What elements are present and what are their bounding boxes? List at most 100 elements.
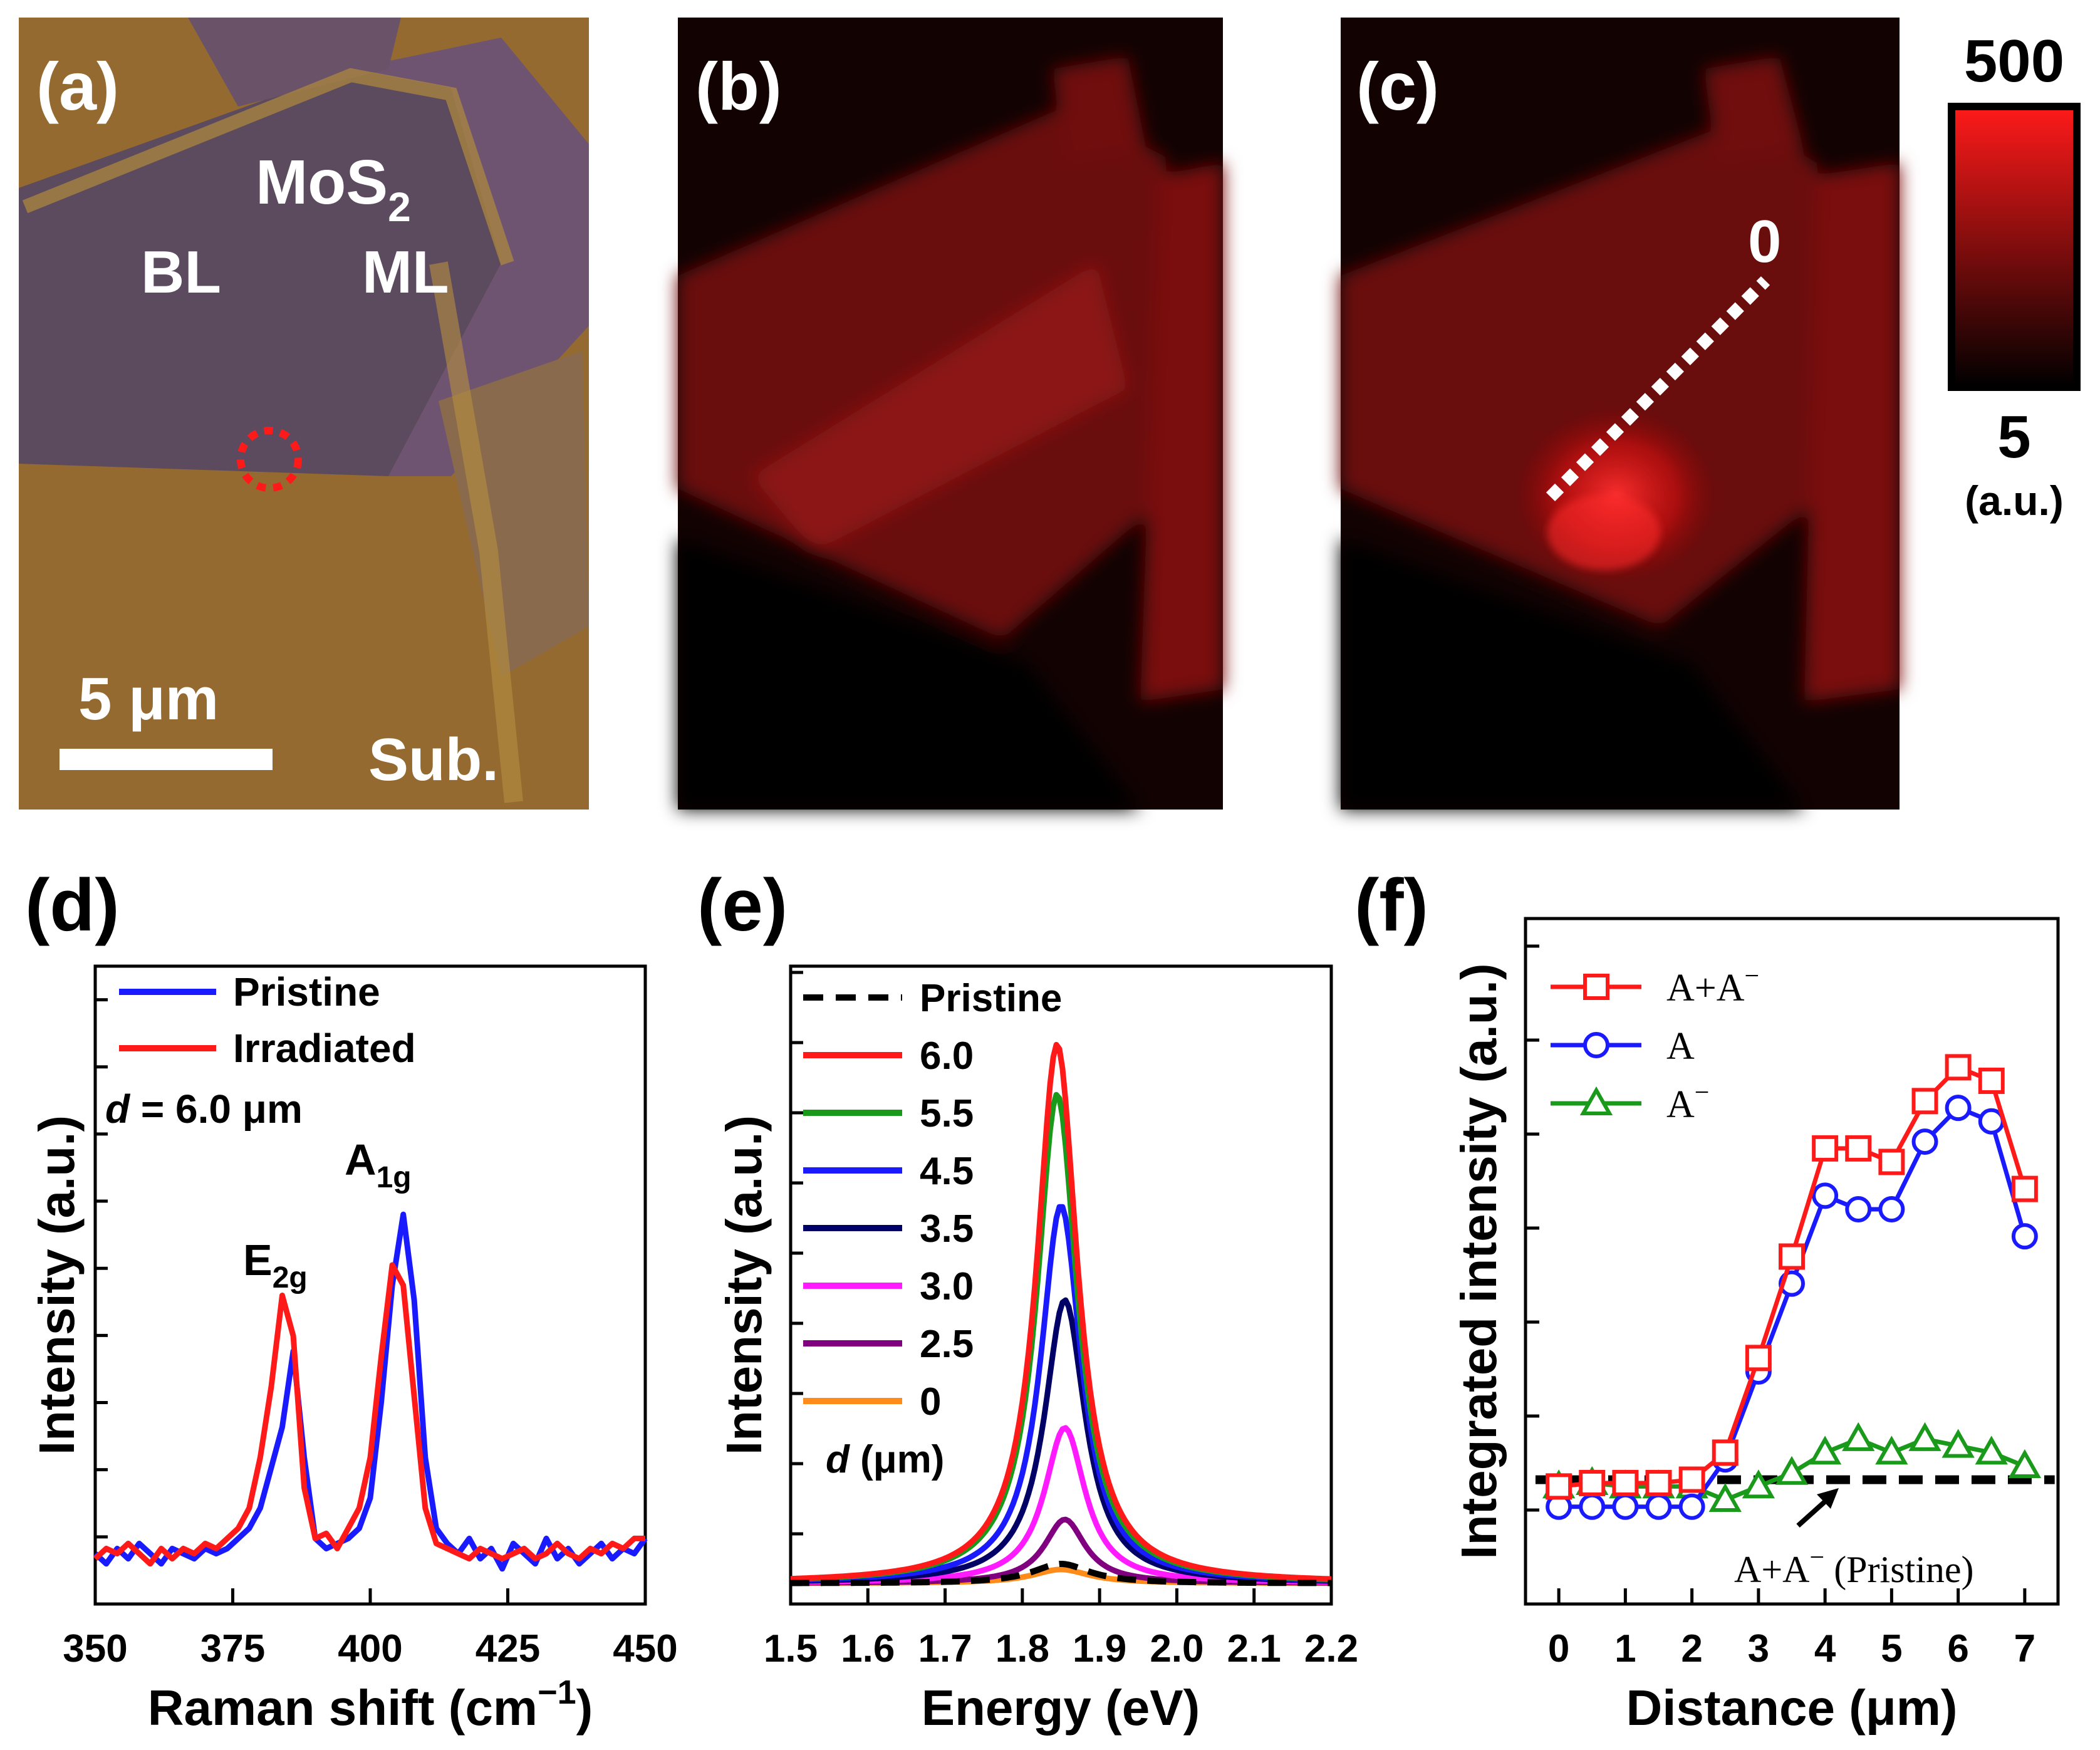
legend-label-6.0: 6.0 [920,1034,974,1078]
x-tick-label: 1.7 [918,1627,972,1670]
x-tick-label: 425 [476,1627,540,1670]
colorbar-unit: (a.u.) [1965,477,2064,524]
x-tick-label: 1 [1614,1627,1636,1670]
pl-map-bright-band [752,263,1128,551]
data-point-triangle [2008,1449,2042,1478]
x-tick-label: 2.0 [1150,1627,1203,1670]
material-label: MoS2 [256,147,411,230]
data-point-circle [1845,1195,1872,1222]
data-point-square [1579,1469,1606,1496]
data-point-square [1546,1473,1572,1500]
legend-unit-label: d (μm) [826,1438,944,1481]
colorbar: 500 5 (a.u.) [1948,28,2081,524]
tick-group: 0 1 2 3 4 5 6 7 [1526,944,2035,1670]
data-point-square [1645,1469,1672,1496]
pl-map-right-flake [1804,163,1900,702]
data-point-circle [2011,1223,2038,1250]
data-point-triangle [1975,1435,2008,1465]
pristine-arrow-head [1817,1488,1839,1509]
data-point-square [1911,1088,1938,1115]
line-scan-path [1546,276,1770,502]
data-point-triangle [1708,1482,1742,1512]
pl-map-flake-region [1341,119,1848,627]
chart-f: (f) 0 1 2 3 4 5 6 7 Distance (μm) Integrated in… [1354,864,2060,1736]
legend-label-triangle: A− [1666,1078,1709,1126]
pl-map-right-flake [1140,163,1223,702]
data-point-circle [1579,1493,1606,1520]
x-tick-label: 400 [338,1627,402,1670]
panel-label-f: (f) [1354,864,1428,947]
panel-label-d: (d) [25,864,120,947]
data-point-square [1745,1345,1772,1372]
legend-marker-circle [1583,1032,1609,1058]
x-tick-label: 1.8 [995,1627,1049,1670]
legend-label-5.5: 5.5 [920,1092,974,1135]
panel-label-c: (c) [1356,48,1439,124]
data-point-square [1845,1135,1872,1162]
chart-d: (d) 350 375 400 425 450 Raman shift (cm−1) I… [25,864,678,1736]
legend-label-irradiated: Irradiated [233,1026,416,1071]
data-point-square [1712,1439,1739,1466]
colorbar-scale [1948,103,2081,391]
panel-label-a: (a) [36,48,119,124]
data-point-square [1945,1054,1972,1081]
legend-marker-square [1583,974,1609,1000]
flake-top-region [188,18,401,107]
x-tick-label: 1.5 [764,1627,818,1670]
data-point-square [1812,1135,1839,1162]
legend: Pristine 6.0 5.5 4.5 3.5 3.0 2.5 0 [803,977,1062,1424]
monolayer-region [351,38,589,476]
pl-map-dark-region [1341,539,1804,810]
legend: Pristine Irradiated [119,969,416,1071]
series-line-pristine [93,1211,648,1572]
plot-frame [789,964,1333,1606]
series-group [790,1041,1332,1586]
d-annotation: d = 6.0 μm [105,1086,303,1132]
x-tick-label: 350 [63,1627,127,1670]
monolayer-label: ML [362,239,449,306]
x-tick-label: 6 [1947,1627,1968,1670]
x-axis-label: Raman shift (cm−1) [148,1674,593,1736]
x-tick-label: 450 [613,1627,677,1670]
x-tick-label: 1.6 [841,1627,895,1670]
legend-marker-triangle [1579,1086,1613,1115]
flake-edge [429,261,523,803]
panel-a: (a) MoS2 BL ML 5 μm Sub. [19,18,589,810]
plot-frame [1524,917,2060,1606]
panel-label-e: (e) [697,864,788,947]
pl-map-dark-region [678,539,1140,810]
legend-label-circle: A [1666,1025,1695,1068]
x-tick-label: 4 [1814,1627,1836,1670]
panel-b: (b) [678,18,1223,810]
x-tick-label: 375 [200,1627,265,1670]
scale-bar-label: 5 μm [78,665,219,732]
x-tick-label: 2 [1681,1627,1702,1670]
x-tick-label: 2.2 [1304,1627,1358,1670]
pl-map-top-flake [1053,56,1146,163]
data-point-triangle [1775,1456,1809,1485]
series-line-6.0 [790,1041,1332,1582]
data-point-triangle [1842,1422,1875,1451]
legend-label-2.5: 2.5 [920,1323,974,1366]
substrate-label: Sub. [368,726,499,793]
scale-bar [60,749,273,770]
tick-group: 350 375 400 425 450 [63,998,678,1670]
y-axis-label: Intensity (a.u.) [29,1115,85,1455]
x-tick-label: 1.9 [1073,1627,1126,1670]
peak-label-e2g: E2g [243,1236,308,1294]
data-point-triangle [1808,1435,1842,1465]
legend-label-3.0: 3.0 [920,1265,974,1308]
series-line-Pristine [790,1561,1332,1586]
y-axis-label: Integrated intensity (a.u.) [1451,963,1507,1559]
legend-label-4.5: 4.5 [920,1150,974,1193]
colorbar-max: 500 [1964,28,2064,95]
legend-label-Pristine: Pristine [920,977,1062,1020]
data-point-circle [1612,1493,1639,1520]
chart-e: (e) 1.5 1.6 1.7 1.8 1.9 2.0 2.1 2.2 Energy (eV)… [697,864,1358,1736]
data-point-circle [1812,1182,1839,1209]
data-point-triangle [1941,1429,1975,1458]
laser-spot [237,427,302,492]
data-point-square [2011,1175,2038,1202]
bilayer-label: BL [141,239,221,306]
